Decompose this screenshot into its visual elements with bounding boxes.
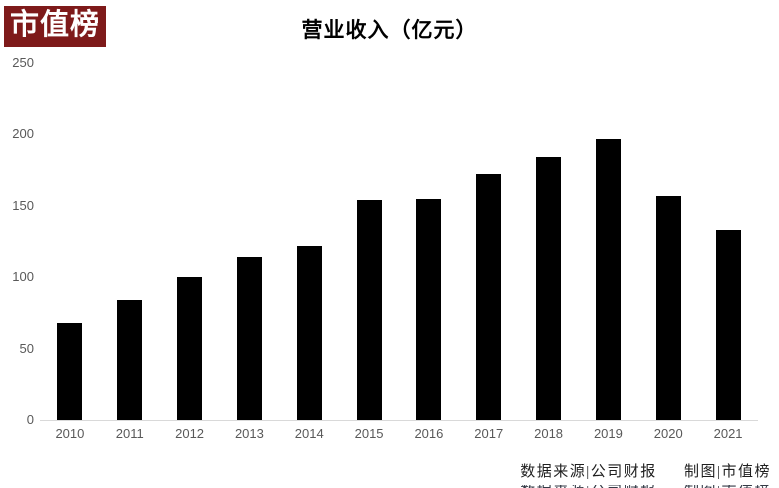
bar-2010	[57, 323, 83, 420]
bar-2013	[236, 257, 262, 420]
clipped-text: 数据来源|公司财报	[520, 485, 657, 488]
x-tick-label: 2019	[593, 426, 623, 441]
x-tick-label: 2010	[55, 426, 85, 441]
clipped-next-line-artifact: 数据来源|公司财报 制图|市值榜	[471, 485, 771, 488]
x-tick-label: 2020	[653, 426, 683, 441]
bar-2011	[117, 300, 143, 420]
clipped-text-credit: 制图|市值榜	[684, 485, 771, 488]
bar-2021	[715, 230, 741, 420]
bar-2015	[356, 200, 382, 420]
bar-2020	[655, 196, 681, 420]
x-tick-label: 2018	[534, 426, 564, 441]
x-tick-label: 2013	[234, 426, 264, 441]
plot-area	[40, 63, 758, 421]
y-tick-label: 150	[12, 197, 34, 213]
bar-2017	[476, 174, 502, 420]
y-axis-labels: 0 50 100 150 200 250	[0, 55, 36, 427]
x-axis-labels: 2010 2011 2012 2013 2014 2015 2016 2017 2018 2019…	[40, 426, 758, 446]
bar-2019	[595, 139, 621, 420]
bar-2018	[536, 157, 562, 420]
y-tick-label: 100	[12, 269, 34, 285]
x-tick-label: 2012	[175, 426, 205, 441]
y-tick-label: 50	[19, 340, 34, 356]
bar-2016	[416, 199, 442, 420]
bar-2014	[296, 246, 322, 420]
chart-title: 营业收入（亿元）	[301, 19, 478, 42]
y-tick-label: 200	[12, 126, 34, 142]
brand-logo: 市值榜	[4, 6, 107, 47]
x-tick-label: 2021	[713, 426, 743, 441]
x-tick-label: 2014	[294, 426, 324, 441]
x-tick-label: 2017	[474, 426, 504, 441]
x-tick-label: 2011	[115, 426, 144, 441]
bar-2012	[177, 277, 203, 420]
x-tick-label: 2015	[354, 426, 384, 441]
chart-credit-label: 制图|市值榜	[683, 464, 771, 480]
footer-credits: 数据来源|公司财报 制图|市值榜	[520, 460, 771, 481]
x-tick-label: 2016	[414, 426, 444, 441]
data-source-label: 数据来源|公司财报	[520, 464, 657, 480]
y-tick-label: 250	[12, 55, 34, 70]
y-tick-label: 0	[26, 412, 34, 427]
